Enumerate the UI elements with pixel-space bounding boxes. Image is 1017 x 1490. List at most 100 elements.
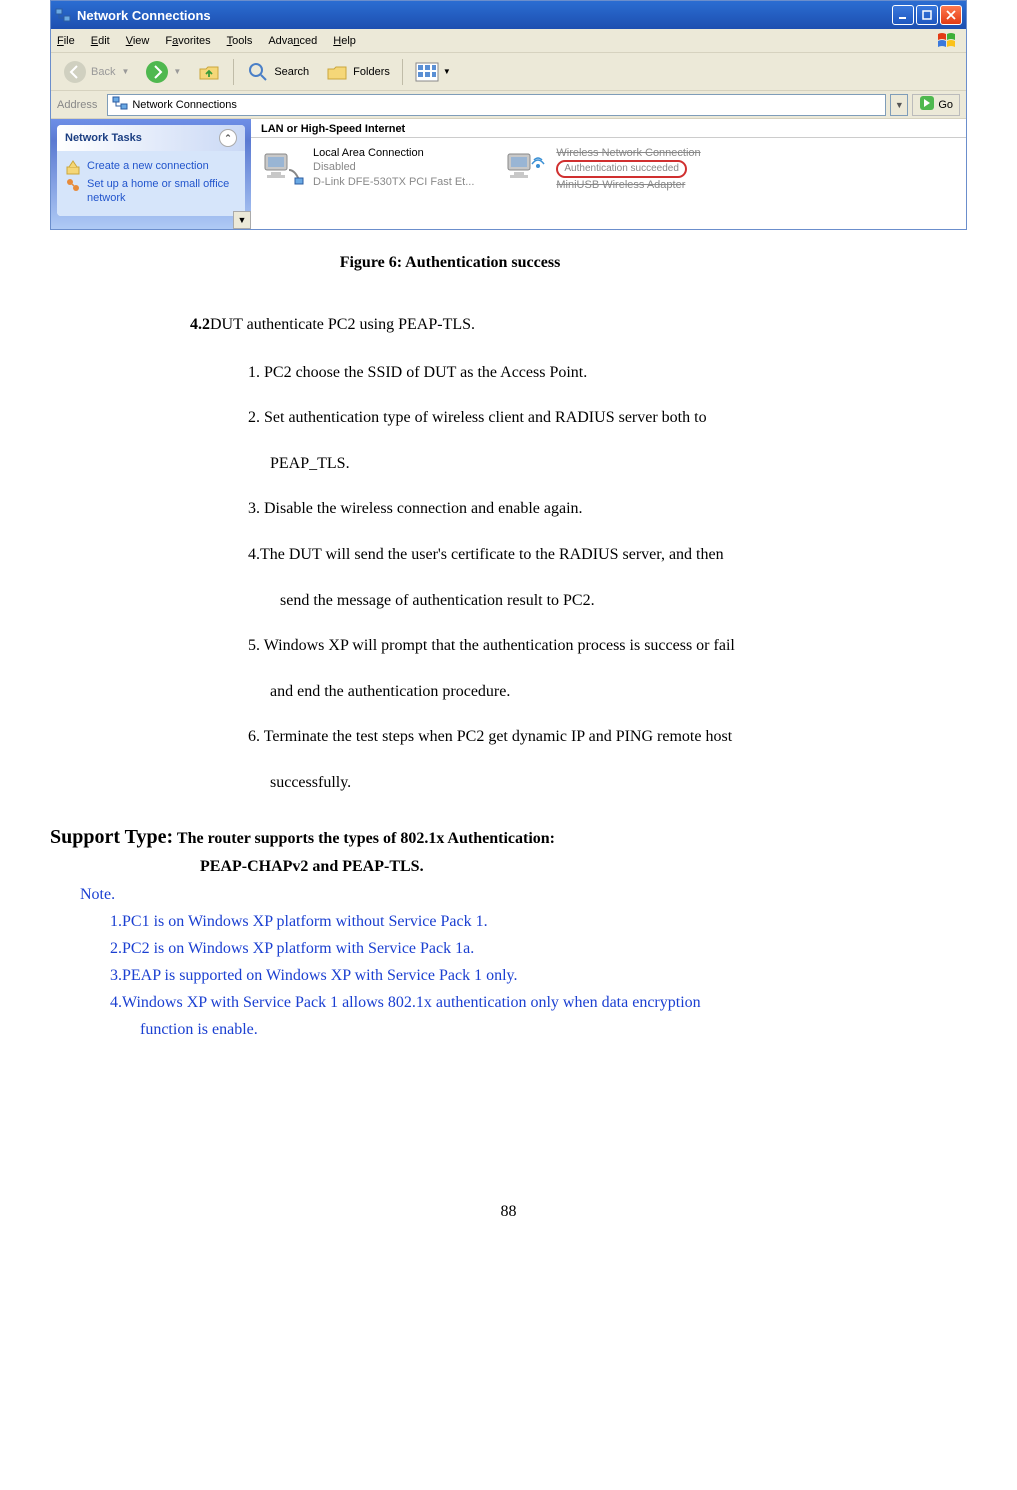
wireless-icon [504,146,548,190]
chevron-down-icon: ▼ [173,67,181,76]
window-title: Network Connections [77,8,892,23]
back-label: Back [91,66,115,78]
step-2-cont: PEAP_TLS. [270,451,967,477]
note-block: Note. 1.PC1 is on Windows XP platform wi… [50,886,967,1044]
task-link-create[interactable]: Create a new connection [65,159,237,175]
connection-status: Disabled [313,160,474,174]
wizard-icon [65,159,81,175]
toolbar-separator [402,59,403,85]
address-value: Network Connections [132,99,237,111]
folder-up-icon [197,60,221,84]
connection-device: MiniUSB Wireless Adapter [556,178,700,192]
search-label: Search [274,66,309,78]
xp-body: Network Tasks ⌃ Create a new connection [51,119,966,229]
back-icon [63,60,87,84]
xp-sidebar: Network Tasks ⌃ Create a new connection [51,119,251,229]
task-link-setup[interactable]: Set up a home or small office network [65,177,237,206]
note-3: 3.PEAP is supported on Windows XP with S… [110,962,967,989]
lan-icon [261,146,305,190]
section-text: DUT authenticate PC2 using PEAP-TLS. [210,316,475,333]
step-4-cont: send the message of authentication resul… [280,588,967,614]
menu-help[interactable]: Help [333,35,356,47]
step-4: 4.The DUT will send the user's certifica… [248,542,967,568]
xp-toolbar: Back ▼ ▼ Search Folders [51,53,966,91]
connection-name: Local Area Connection [313,146,474,160]
address-label: Address [57,99,97,111]
xp-content: LAN or High-Speed Internet [251,119,966,229]
windows-flag-icon [934,30,960,52]
chevron-down-icon: ▼ [121,67,129,76]
section-title: LAN or High-Speed Internet [251,119,966,138]
menu-tools[interactable]: Tools [227,35,253,47]
search-icon [246,60,270,84]
connections-list: Local Area Connection Disabled D-Link DF… [251,138,966,201]
auth-status-highlight: Authentication succeeded [556,160,700,178]
task-link-label: Create a new connection [87,159,209,173]
task-panel-title: Network Tasks [65,132,142,144]
connection-lan[interactable]: Local Area Connection Disabled D-Link DF… [261,146,474,193]
support-type-label: Support Type: [50,826,173,848]
go-icon [919,95,935,114]
xp-addressbar: Address Network Connections ▼ Go [51,91,966,119]
figure-caption: Figure 6: Authentication success [250,254,650,272]
connection-wireless[interactable]: Wireless Network Connection Authenticati… [504,146,700,193]
note-2: 2.PC2 is on Windows XP platform with Ser… [110,935,967,962]
views-icon [415,60,439,84]
step-5: 5. Windows XP will prompt that the authe… [248,633,967,659]
menu-favorites[interactable]: Favorites [165,35,210,47]
connection-status: Authentication succeeded [556,160,687,178]
xp-task-panel: Network Tasks ⌃ Create a new connection [57,125,245,216]
address-field[interactable]: Network Connections [107,94,886,116]
connection-text: Wireless Network Connection Authenticati… [556,146,700,193]
search-button[interactable]: Search [240,58,315,86]
step-1: 1. PC2 choose the SSID of DUT as the Acc… [248,360,967,386]
chevron-down-icon: ▼ [443,67,451,76]
note-1: 1.PC1 is on Windows XP platform without … [110,908,967,935]
maximize-button[interactable] [916,5,938,25]
toolbar-separator [233,59,234,85]
collapse-icon[interactable]: ⌃ [219,129,237,147]
up-button[interactable] [191,58,227,86]
page-number: 88 [50,1203,967,1221]
close-button[interactable] [940,5,962,25]
menu-edit[interactable]: Edit [91,35,110,47]
step-2: 2. Set authentication type of wireless c… [248,405,967,431]
support-type: Support Type: The router supports the ty… [50,822,967,852]
connection-name: Wireless Network Connection [556,146,700,160]
menu-file[interactable]: File [57,35,75,47]
connection-text: Local Area Connection Disabled D-Link DF… [313,146,474,189]
forward-button[interactable]: ▼ [139,58,187,86]
support-type-line2: PEAP-CHAPv2 and PEAP-TLS. [200,858,967,876]
scroll-down-icon[interactable]: ▼ [233,211,251,229]
step-3: 3. Disable the wireless connection and e… [248,496,967,522]
task-link-label: Set up a home or small office network [87,177,237,206]
note-4: 4.Windows XP with Service Pack 1 allows … [110,989,967,1016]
views-button[interactable]: ▼ [409,58,457,86]
go-button[interactable]: Go [912,94,960,116]
section-number: 4.2 [190,316,210,333]
minimize-button[interactable] [892,5,914,25]
xp-task-header[interactable]: Network Tasks ⌃ [57,125,245,151]
menu-view[interactable]: View [126,35,150,47]
back-button[interactable]: Back ▼ [57,58,135,86]
go-label: Go [938,99,953,111]
address-dropdown[interactable]: ▼ [890,94,908,116]
step-6: 6. Terminate the test steps when PC2 get… [248,724,967,750]
xp-menubar: File Edit View Favorites Tools Advanced … [51,29,966,53]
section-4-2: 4.2DUT authenticate PC2 using PEAP-TLS. [190,312,967,338]
network-connections-icon [55,7,71,23]
xp-titlebar: Network Connections [51,1,966,29]
xp-task-body: Create a new connection Set up a home or… [57,151,245,216]
folders-label: Folders [353,66,390,78]
note-label: Note. [80,886,967,904]
support-type-body: The router supports the types of 802.1x … [173,830,555,847]
xp-window: Network Connections File Edit View Favor… [50,0,967,230]
note-4-cont: function is enable. [140,1016,967,1043]
network-setup-icon [65,177,81,193]
folders-icon [325,60,349,84]
menu-advanced[interactable]: Advanced [268,35,317,47]
forward-icon [145,60,169,84]
connection-device: D-Link DFE-530TX PCI Fast Et... [313,175,474,189]
folders-button[interactable]: Folders [319,58,396,86]
step-5-cont: and end the authentication procedure. [270,679,967,705]
